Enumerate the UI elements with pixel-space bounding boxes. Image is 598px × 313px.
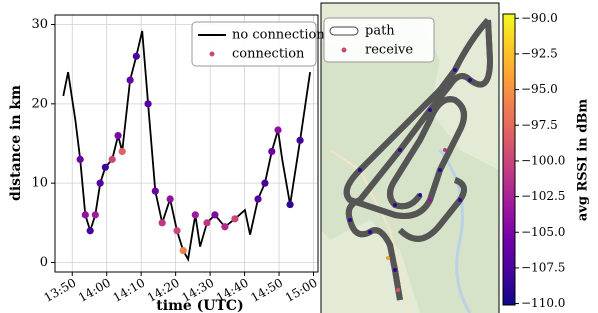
y-tick-label: 30 xyxy=(31,17,48,32)
connection-point xyxy=(286,201,293,208)
colorbar-tick-label: −105.0 xyxy=(521,225,565,239)
connection-point xyxy=(261,180,268,187)
legend-dot xyxy=(210,52,215,57)
connection-point xyxy=(173,227,180,234)
colorbar-tick-label: −102.5 xyxy=(521,189,565,203)
map-legend: path receive xyxy=(324,18,434,62)
connection-point xyxy=(82,211,89,218)
connection-point xyxy=(221,223,228,230)
colorbar-tick-label: −92.5 xyxy=(521,46,558,60)
connection-point xyxy=(167,195,174,202)
colorbar-tick-label: −110.0 xyxy=(521,296,565,310)
connection-point xyxy=(109,156,116,163)
connection-point xyxy=(152,187,159,194)
legend: no connection connection xyxy=(192,22,325,66)
legend-label: path xyxy=(365,24,395,39)
x-tick-label: 13:50 xyxy=(42,276,79,305)
connection-point xyxy=(77,156,84,163)
connection-point xyxy=(192,211,199,218)
connection-point xyxy=(296,137,303,144)
legend-label: receive xyxy=(365,43,413,58)
connection-point xyxy=(87,227,94,234)
colorbar-tick-label: −90.0 xyxy=(521,11,558,25)
colorbar-tick-label: −107.5 xyxy=(521,260,565,274)
legend-swatch xyxy=(330,27,358,35)
x-tick-label: 14:10 xyxy=(110,276,147,305)
connection-point xyxy=(203,219,210,226)
colorbar-tick-label: −95.0 xyxy=(521,82,558,96)
connection-point xyxy=(231,215,238,222)
connection-point xyxy=(114,132,121,139)
connection-point xyxy=(127,76,134,83)
legend-label: no connection xyxy=(232,28,325,43)
connection-point xyxy=(180,247,187,254)
figure: distance in km time (UTC) avg RSSI in dB… xyxy=(0,0,598,313)
x-axis-label: time (UTC) xyxy=(156,298,243,313)
connection-point xyxy=(274,126,281,133)
connection-point xyxy=(211,211,218,218)
connection-point xyxy=(102,164,109,171)
connection-point xyxy=(254,195,261,202)
connection-point xyxy=(92,211,99,218)
y-tick-label: 20 xyxy=(31,96,48,111)
connection-point xyxy=(268,148,275,155)
x-tick-label: 14:50 xyxy=(248,276,285,305)
legend-label: connection xyxy=(232,47,305,62)
colorbar xyxy=(503,14,515,305)
connection-point xyxy=(97,180,104,187)
connection-point xyxy=(144,100,151,107)
y-tick-label: 0 xyxy=(40,255,48,270)
colorbar-tick-label: −100.0 xyxy=(521,153,565,167)
x-tick-label: 15:00 xyxy=(283,276,320,305)
x-tick-label: 14:00 xyxy=(76,276,113,305)
colorbar-tick-label: −97.5 xyxy=(521,118,558,132)
y-axis-label: distance in km xyxy=(8,85,24,201)
connection-point xyxy=(133,53,140,60)
connection-point xyxy=(159,219,166,226)
legend-dot xyxy=(342,48,347,53)
y-tick-label: 10 xyxy=(31,176,48,191)
connection-point xyxy=(119,148,126,155)
colorbar-label: avg RSSI in dBm xyxy=(576,99,591,221)
